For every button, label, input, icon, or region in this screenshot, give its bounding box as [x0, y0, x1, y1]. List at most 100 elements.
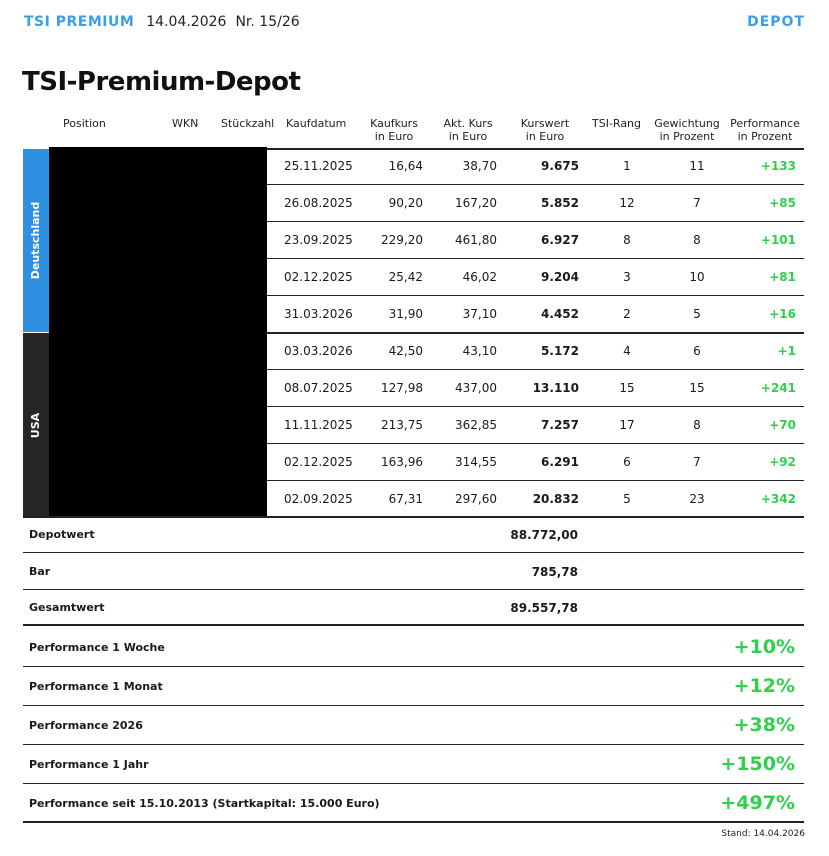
stand-date: Stand: 14.04.2026: [721, 829, 805, 839]
cell-kurswert: 20.832: [532, 492, 579, 506]
brand-label: TSI PREMIUM: [24, 14, 135, 30]
cell-kurswert: 9.675: [541, 159, 579, 173]
cell-kaufkurs: 127,98: [381, 381, 423, 395]
cell-kaufdatum: 25.11.2025: [284, 159, 353, 173]
performance-row: Performance seit 15.10.2013 (Startkapita…: [23, 784, 804, 823]
issue-date: 14.04.2026: [146, 14, 227, 30]
col-gew-line2: in Prozent: [659, 130, 715, 143]
col-wert-line2: in Euro: [525, 130, 565, 143]
cell-akt-kurs: 37,10: [462, 307, 497, 321]
col-akt-line1: Akt. Kurs: [443, 117, 493, 130]
performance-row: Performance 1 Woche +10%: [23, 628, 804, 667]
performance-label: Performance seit 15.10.2013 (Startkapita…: [29, 797, 380, 810]
usa-label: USA: [29, 412, 43, 438]
cell-tsi-rang: 3: [623, 270, 631, 284]
germany-label: Deutschland: [29, 201, 43, 280]
col-gew-line1: Gewichtung: [654, 117, 720, 130]
col-perf-line1: Performance: [730, 117, 800, 130]
summary-value: 89.557,78: [510, 601, 578, 615]
cell-kaufkurs: 90,20: [388, 196, 423, 210]
table-row: 26.08.2025 90,20 167,20 5.852 12 7 +85: [267, 185, 804, 222]
cell-kurswert: 5.172: [541, 344, 579, 358]
cell-kurswert: 6.291: [541, 455, 579, 469]
performance-label: Performance 2026: [29, 719, 143, 732]
summary-row: Gesamtwert 89.557,78: [23, 590, 804, 626]
table-row: 02.09.2025 67,31 297,60 20.832 5 23 +342: [267, 481, 804, 518]
cell-gewichtung: 8: [693, 233, 701, 247]
table-bottom-rule: [23, 516, 804, 518]
cell-tsi-rang: 15: [619, 381, 635, 395]
cell-akt-kurs: 167,20: [455, 196, 497, 210]
section-label: DEPOT: [747, 14, 805, 30]
col-wkn: WKN: [172, 117, 199, 130]
cell-kaufkurs: 163,96: [381, 455, 423, 469]
cell-performance: +101: [760, 233, 796, 247]
table-row: 11.11.2025 213,75 362,85 7.257 17 8 +70: [267, 407, 804, 444]
cell-gewichtung: 8: [693, 418, 701, 432]
performance-value: +38%: [733, 714, 795, 736]
cell-kaufkurs: 42,50: [388, 344, 423, 358]
redacted-block: [49, 147, 267, 517]
cell-performance: +70: [769, 418, 796, 432]
cell-kaufdatum: 11.11.2025: [284, 418, 353, 432]
cell-kaufdatum: 02.12.2025: [284, 455, 353, 469]
cell-akt-kurs: 43,10: [462, 344, 497, 358]
summary-value: 88.772,00: [510, 528, 578, 542]
cell-tsi-rang: 2: [623, 307, 631, 321]
cell-kaufkurs: 213,75: [381, 418, 423, 432]
cell-kaufdatum: 02.09.2025: [284, 492, 353, 506]
table-row: 25.11.2025 16,64 38,70 9.675 1 11 +133: [267, 148, 804, 185]
cell-performance: +92: [769, 455, 796, 469]
cell-kaufkurs: 67,31: [388, 492, 423, 506]
cell-gewichtung: 6: [693, 344, 701, 358]
cell-gewichtung: 10: [689, 270, 705, 284]
table-row: 03.03.2026 42,50 43,10 5.172 4 6 +1: [267, 333, 804, 370]
group-divider: [267, 332, 804, 334]
cell-tsi-rang: 1: [623, 159, 631, 173]
performance-row: Performance 1 Monat +12%: [23, 667, 804, 706]
cell-kaufkurs: 229,20: [381, 233, 423, 247]
cell-kaufkurs: 25,42: [388, 270, 423, 284]
cell-tsi-rang: 6: [623, 455, 631, 469]
performance-label: Performance 1 Monat: [29, 680, 163, 693]
cell-gewichtung: 5: [693, 307, 701, 321]
cell-kaufdatum: 31.03.2026: [284, 307, 353, 321]
cell-kurswert: 4.452: [541, 307, 579, 321]
cell-kaufkurs: 16,64: [388, 159, 423, 173]
cell-performance: +81: [769, 270, 796, 284]
table-row: 02.12.2025 25,42 46,02 9.204 3 10 +81: [267, 259, 804, 296]
cell-akt-kurs: 314,55: [455, 455, 497, 469]
performance-value: +150%: [720, 753, 795, 775]
cell-kaufdatum: 26.08.2025: [284, 196, 353, 210]
cell-tsi-rang: 4: [623, 344, 631, 358]
cell-kurswert: 5.852: [541, 196, 579, 210]
summary-row: Bar 785,78: [23, 554, 804, 590]
cell-gewichtung: 7: [693, 455, 701, 469]
issue-number: Nr. 15/26: [235, 14, 300, 30]
cell-performance: +85: [769, 196, 796, 210]
col-position: Position: [63, 117, 106, 130]
table-row: 08.07.2025 127,98 437,00 13.110 15 15 +241: [267, 370, 804, 407]
cell-akt-kurs: 46,02: [462, 270, 497, 284]
col-akt-line2: in Euro: [448, 130, 488, 143]
header-left: TSI PREMIUM 14.04.2026 Nr. 15/26: [24, 14, 300, 30]
cell-tsi-rang: 17: [619, 418, 635, 432]
col-performance: Performance in Prozent: [727, 117, 803, 143]
cell-gewichtung: 11: [689, 159, 705, 173]
cell-kaufkurs: 31,90: [388, 307, 423, 321]
performance-row: Performance 1 Jahr +150%: [23, 745, 804, 784]
cell-akt-kurs: 297,60: [455, 492, 497, 506]
group-label-germany: Deutschland: [23, 149, 49, 332]
summary-label: Gesamtwert: [29, 601, 105, 614]
cell-kurswert: 7.257: [541, 418, 579, 432]
col-perf-line2: in Prozent: [737, 130, 793, 143]
performance-value: +497%: [720, 792, 795, 814]
cell-performance: +1: [777, 344, 796, 358]
cell-kurswert: 9.204: [541, 270, 579, 284]
performance-label: Performance 1 Jahr: [29, 758, 149, 771]
cell-gewichtung: 7: [693, 196, 701, 210]
cell-gewichtung: 23: [689, 492, 705, 506]
performance-label: Performance 1 Woche: [29, 641, 165, 654]
cell-kaufdatum: 08.07.2025: [284, 381, 353, 395]
performance-value: +10%: [733, 636, 795, 658]
